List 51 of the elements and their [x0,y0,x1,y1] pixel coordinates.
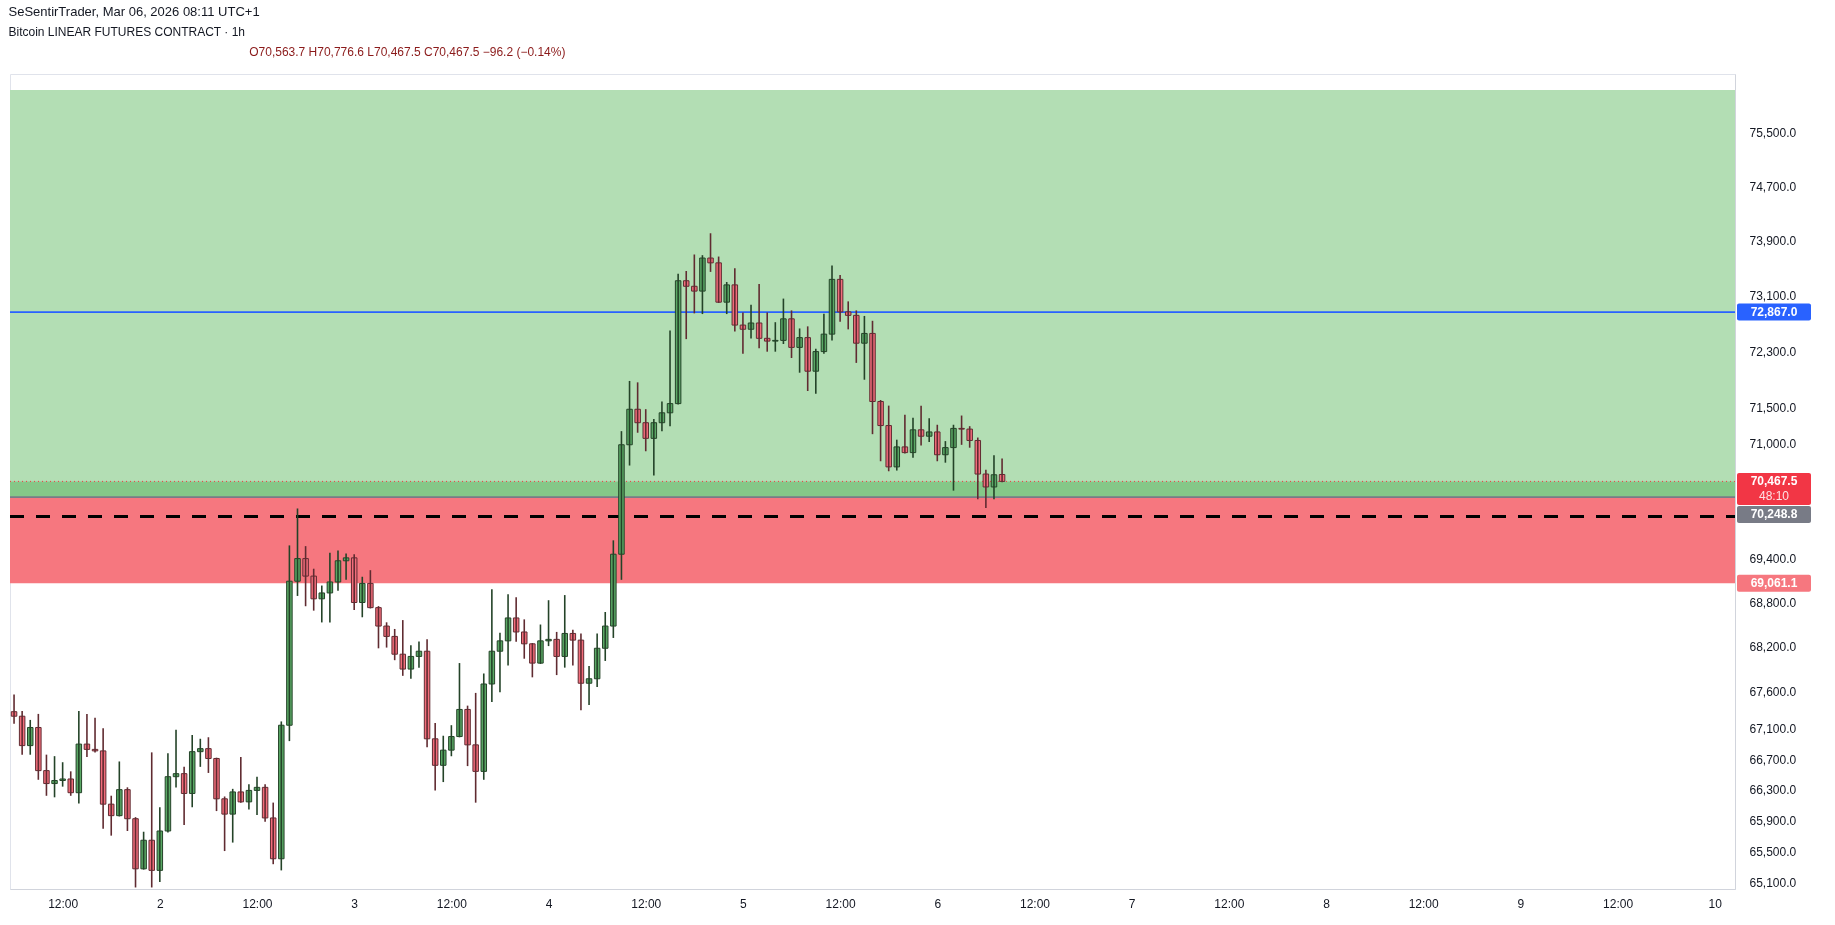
x-tick-label: 12:00 [1603,896,1634,911]
ref-line-label: 70,248.8 [1750,507,1798,522]
y-tick-label: 68,800.0 [1749,595,1797,610]
candlestick [116,761,123,817]
x-tick-label: 2 [156,896,164,911]
y-tick-label: 69,400.0 [1749,552,1797,567]
y-tick-label: 72,300.0 [1749,345,1797,360]
y-tick-label: 67,100.0 [1749,722,1797,737]
ref-line-label: 72,867.0 [1750,305,1798,320]
x-tick-label: 12:00 [825,896,856,911]
y-tick-label: 74,700.0 [1749,179,1797,194]
y-tick-label: 75,500.0 [1749,126,1797,141]
candlestick [861,315,868,380]
chart-title: SeSentirTrader, Mar 06, 2026 08:11 UTC+1 [8,4,260,19]
band-label: 69,061.1 [1750,576,1798,591]
x-tick-label: 4 [545,896,553,911]
x-tick-label: 12:00 [1019,896,1051,911]
ref-line-label: 70,467.5 [1750,474,1798,489]
candlestick [925,418,933,442]
text: O70,563.7 H70,776.6 L70,467.5 C70,467.5 −96.2 (−0.14%) [249,45,566,59]
x-tick-label: 7 [1128,896,1136,911]
y-tick-label: 67,600.0 [1749,684,1797,699]
x-tick-label: 12:00 [631,896,662,911]
x-tick-label: 3 [351,896,359,911]
y-tick-label: 73,900.0 [1749,234,1797,249]
y-tick-label: 66,700.0 [1749,752,1797,767]
y-tick-label: 71,000.0 [1749,436,1797,451]
candlestick [140,831,147,870]
x-tick-label: 12:00 [1408,896,1440,911]
candlestick [699,255,706,315]
x-tick-label: 10 [1708,896,1723,911]
candlestick [796,328,803,373]
y-tick-label: 73,100.0 [1749,289,1797,304]
x-tick-label: 12:00 [48,896,79,911]
candlestick [788,310,795,358]
y-tick-label: 65,500.0 [1749,844,1797,859]
y-tick-label: 66,300.0 [1749,783,1797,798]
y-tick-label: 65,100.0 [1749,875,1797,890]
x-tick-label: 9 [1517,896,1525,911]
candlestick [553,631,560,676]
x-tick-label: 12:00 [436,896,468,911]
y-tick-label: 65,900.0 [1749,813,1797,828]
x-tick-label: 6 [934,896,942,911]
text: 48:10 [1758,489,1790,504]
x-tick-label: 12:00 [242,896,273,911]
x-tick-label: 5 [740,896,748,911]
x-tick-label: 12:00 [1214,896,1245,911]
chart-subtitle: Bitcoin LINEAR FUTURES CONTRACT · 1h [8,25,245,39]
y-tick-label: 68,200.0 [1749,640,1797,655]
y-tick-label: 71,500.0 [1749,401,1797,416]
x-tick-label: 8 [1323,896,1331,911]
